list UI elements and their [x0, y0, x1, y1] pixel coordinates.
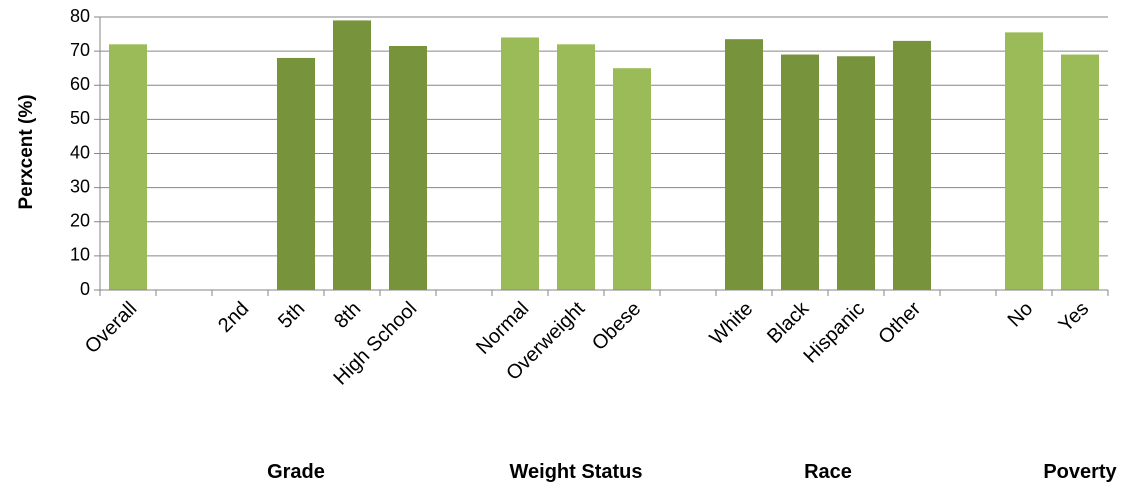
x-tick-label: White: [706, 298, 758, 350]
x-tick-label: 8th: [330, 298, 365, 333]
y-tick-label: 10: [70, 245, 90, 265]
bar-high-school: [389, 46, 427, 290]
group-label: Grade: [267, 461, 325, 483]
y-tick-label: 70: [70, 40, 90, 60]
y-tick-label: 20: [70, 211, 90, 231]
axes: [99, 17, 1109, 296]
x-tick-label: Hispanic: [799, 298, 869, 368]
group-labels: Grade Weight Status Race Poverty: [267, 461, 1117, 483]
bar-obese: [613, 68, 651, 290]
bar-black: [781, 54, 819, 290]
x-tick-label: Yes: [1055, 298, 1094, 337]
x-tick-label: Overall: [81, 298, 141, 358]
bar-overweight: [557, 44, 595, 290]
x-tick-label: Obese: [588, 298, 645, 355]
x-tick-label: 2nd: [214, 298, 253, 337]
bar-8th: [333, 20, 371, 290]
y-tick-label: 0: [80, 279, 90, 299]
x-tick-label: 5th: [274, 298, 309, 333]
bar-no: [1005, 32, 1043, 290]
y-tick-labels: 0 10 20 30 40 50 60 70 80: [70, 6, 90, 299]
x-tick-label: Black: [763, 297, 814, 348]
y-tick-label: 80: [70, 6, 90, 26]
bar-other: [893, 40, 931, 291]
group-label: Race: [804, 461, 852, 483]
bar-yes: [1061, 54, 1099, 290]
bars: [109, 20, 1099, 291]
group-label: Weight Status: [510, 461, 643, 483]
y-tick-label: 30: [70, 176, 90, 196]
y-tick-label: 40: [70, 142, 90, 162]
gridlines: [94, 16, 1108, 291]
bar-5th: [277, 57, 315, 291]
y-axis-label: Perxcent (%): [16, 94, 37, 209]
bar-white: [725, 39, 763, 291]
y-tick-label: 60: [70, 74, 90, 94]
x-tick-label: Other: [874, 297, 925, 348]
bar-hispanic: [837, 56, 875, 291]
x-tick-label: No: [1004, 298, 1038, 332]
group-label: Poverty: [1043, 461, 1117, 483]
bar-overall: [109, 44, 147, 290]
bar-normal: [501, 37, 539, 290]
y-tick-label: 50: [70, 108, 90, 128]
